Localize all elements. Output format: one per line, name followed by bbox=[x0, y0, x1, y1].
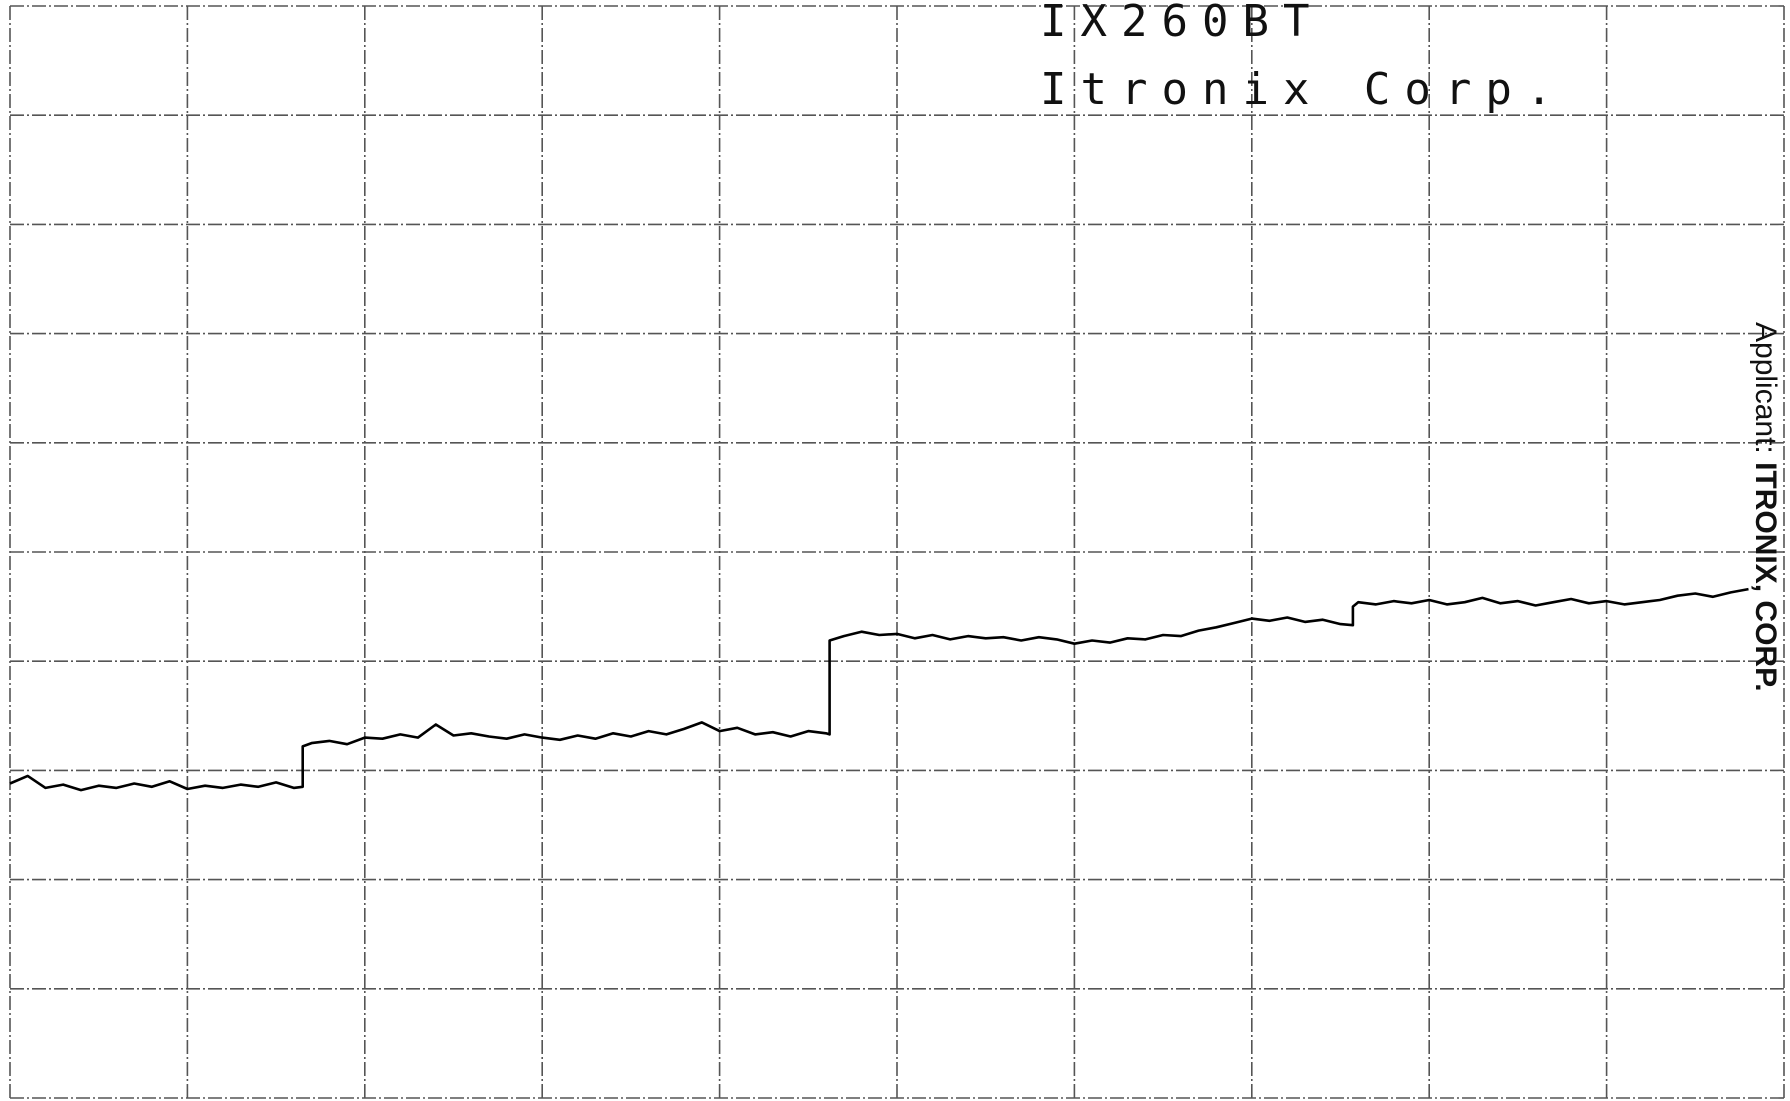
applicant-note: Applicant: ITRONIX, CORP. bbox=[1749, 322, 1782, 692]
chart-title: IX260BT bbox=[1040, 0, 1323, 47]
applicant-label: Applicant: bbox=[1749, 322, 1782, 454]
chart-subtitle: Itronix Corp. bbox=[1040, 64, 1566, 115]
plot bbox=[9, 587, 1749, 792]
grid bbox=[9, 5, 1785, 1099]
applicant-value: ITRONIX, CORP. bbox=[1749, 462, 1782, 691]
trace-line bbox=[9, 587, 1749, 792]
